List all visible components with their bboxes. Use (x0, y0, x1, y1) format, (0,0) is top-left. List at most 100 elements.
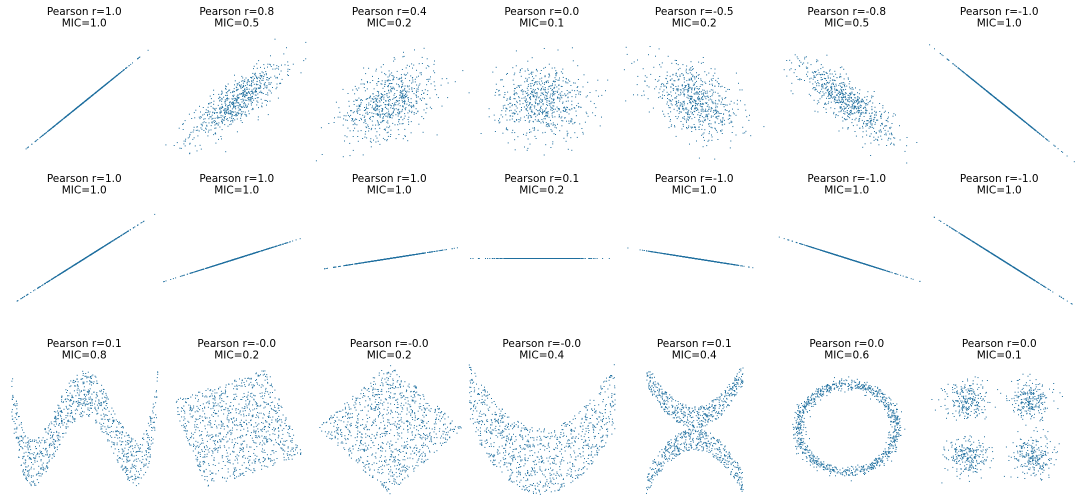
data-point (211, 118, 213, 120)
data-point (199, 144, 201, 146)
data-point (674, 97, 676, 99)
data-point (730, 140, 732, 142)
data-point (399, 94, 401, 96)
data-point (345, 119, 347, 121)
data-point (558, 94, 560, 96)
data-point (850, 106, 852, 108)
data-point (694, 88, 695, 90)
data-point (267, 63, 269, 65)
data-point (242, 85, 244, 87)
data-point (683, 89, 685, 91)
panel-title-line: MIC=1.0 (977, 18, 1022, 30)
data-point (190, 131, 192, 133)
data-point (554, 108, 556, 110)
data-point (851, 122, 853, 124)
data-point (468, 92, 470, 94)
data-point (839, 107, 841, 109)
data-point (409, 65, 410, 67)
scatter-points (929, 44, 1075, 163)
data-point (352, 118, 354, 120)
data-point (840, 106, 842, 108)
data-point (706, 92, 708, 94)
data-point (519, 69, 521, 71)
data-point (268, 83, 270, 85)
data-point (354, 127, 356, 129)
data-point (844, 118, 846, 120)
data-point (658, 97, 660, 99)
data-point (513, 112, 515, 114)
data-point (384, 82, 386, 84)
data-point (837, 101, 839, 103)
data-point (261, 106, 263, 108)
data-point (853, 108, 855, 110)
data-point (1027, 123, 1029, 125)
data-point (838, 96, 839, 98)
data-point (733, 113, 735, 115)
data-point (844, 96, 846, 98)
data-point (855, 87, 856, 89)
data-point (842, 120, 844, 122)
data-point (252, 101, 253, 103)
data-point (683, 77, 685, 79)
data-point (254, 91, 256, 93)
data-point (235, 113, 237, 115)
data-point (387, 104, 389, 105)
data-point (818, 85, 820, 87)
data-point (396, 70, 398, 72)
data-point (260, 98, 262, 100)
data-point (862, 136, 864, 138)
data-point (858, 97, 860, 99)
data-point (631, 62, 633, 64)
data-point (496, 89, 498, 90)
data-point (666, 103, 668, 105)
data-point (825, 92, 827, 94)
data-point (122, 70, 124, 72)
data-point (255, 91, 257, 93)
data-point (244, 113, 246, 115)
data-point (869, 126, 871, 127)
data-point (339, 116, 341, 118)
data-point (401, 108, 403, 110)
data-point (366, 104, 367, 106)
data-point (843, 108, 845, 110)
data-point (669, 99, 671, 101)
data-point (851, 87, 853, 88)
data-point (676, 110, 678, 112)
data-point (1045, 138, 1047, 140)
data-point (251, 77, 252, 78)
data-point (721, 133, 723, 134)
data-point (549, 75, 551, 77)
data-point (858, 119, 860, 121)
data-point (527, 89, 529, 91)
data-point (702, 104, 704, 105)
data-point (835, 101, 837, 103)
data-point (243, 105, 245, 107)
data-point (689, 116, 691, 118)
data-point (725, 109, 726, 111)
data-point (710, 68, 712, 70)
data-point (964, 73, 966, 75)
data-point (701, 120, 703, 122)
data-point (878, 144, 880, 146)
data-point (219, 111, 221, 113)
data-point (234, 74, 235, 76)
data-point (672, 99, 674, 101)
data-point (232, 104, 234, 106)
data-point (682, 101, 684, 103)
data-point (544, 98, 546, 100)
data-point (248, 113, 250, 115)
data-point (401, 123, 403, 125)
data-point (512, 79, 514, 81)
data-point (419, 72, 421, 74)
data-point (366, 107, 367, 109)
data-point (542, 113, 543, 115)
data-point (519, 100, 521, 102)
data-point (184, 145, 186, 147)
data-point (398, 86, 400, 88)
data-point (412, 81, 414, 83)
data-point (880, 135, 882, 137)
data-point (529, 103, 531, 105)
data-point (544, 87, 546, 89)
data-point (841, 87, 843, 88)
